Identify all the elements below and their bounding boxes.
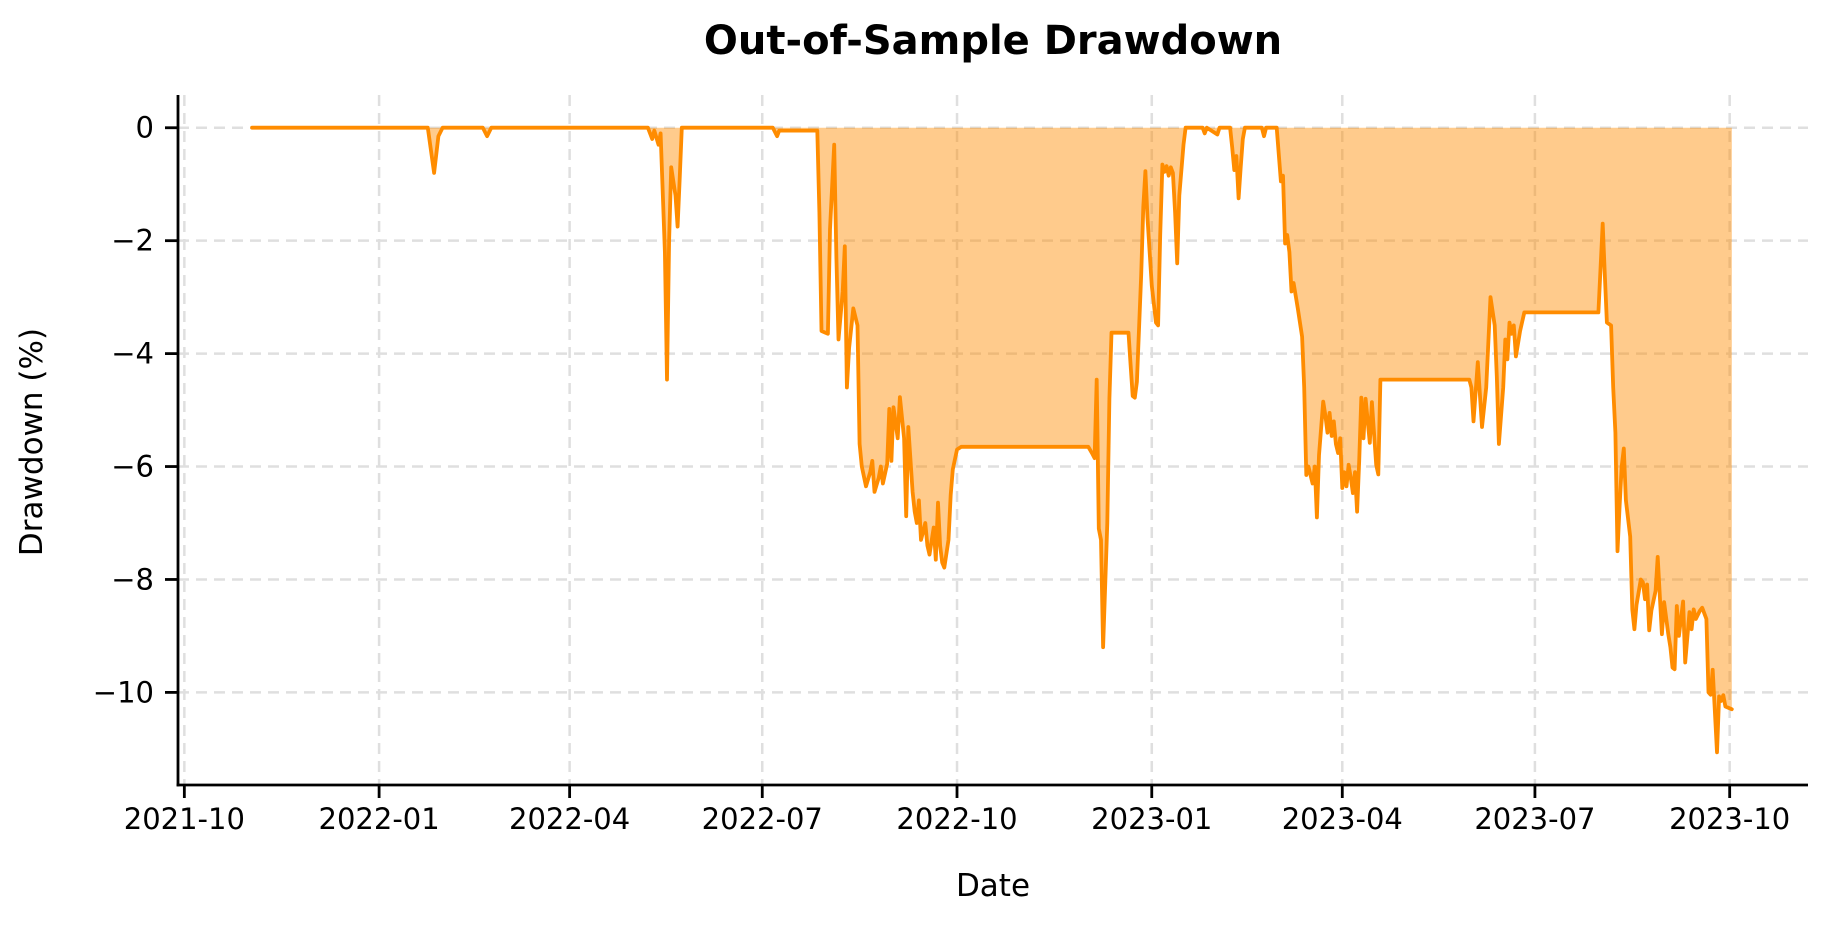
x-tick-label: 2023-01 (1091, 802, 1212, 836)
x-axis-label: Date (955, 868, 1031, 904)
x-tick-label: 2022-07 (702, 802, 823, 836)
y-tick-label: −2 (111, 224, 154, 258)
y-tick-label: −4 (111, 337, 154, 371)
drawdown-line (250, 125, 1734, 755)
x-tick-label: 2022-01 (319, 802, 440, 836)
x-tick-label: 2022-04 (509, 802, 630, 836)
x-tick-label: 2023-07 (1474, 802, 1595, 836)
x-tick-label: 2022-10 (896, 802, 1017, 836)
y-tick-label: −10 (93, 675, 154, 709)
y-tick-label: 0 (136, 111, 154, 145)
chart-title: Out-of-Sample Drawdown (703, 18, 1283, 64)
drawdown-area (252, 127, 1732, 753)
x-tick-label: 2023-04 (1282, 802, 1403, 836)
x-tick-label: 2023-10 (1669, 802, 1790, 836)
y-tick-label: −6 (111, 450, 154, 484)
y-axis-label: Drawdown (%) (14, 327, 50, 557)
x-tick-label: 2021-10 (124, 802, 245, 836)
y-tick-label: −8 (111, 562, 154, 596)
